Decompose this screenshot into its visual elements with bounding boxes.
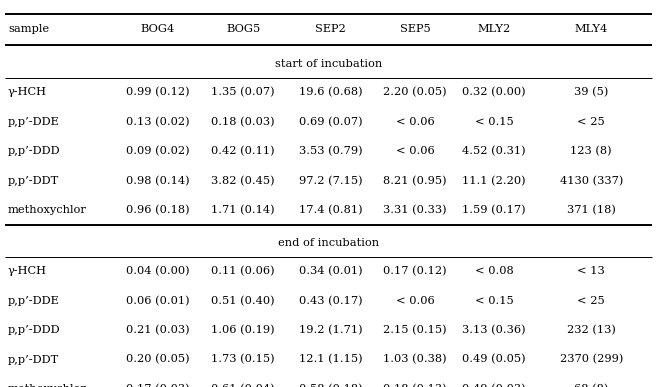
Text: 0.49 (0.05): 0.49 (0.05): [463, 354, 526, 365]
Text: 0.04 (0.00): 0.04 (0.00): [126, 266, 189, 276]
Text: 1.71 (0.14): 1.71 (0.14): [212, 205, 275, 215]
Text: BOG5: BOG5: [226, 24, 260, 34]
Text: 0.17 (0.03): 0.17 (0.03): [126, 384, 189, 387]
Text: 4.52 (0.31): 4.52 (0.31): [463, 146, 526, 156]
Text: 0.13 (0.02): 0.13 (0.02): [126, 117, 189, 127]
Text: < 0.08: < 0.08: [475, 266, 513, 276]
Text: end of incubation: end of incubation: [278, 238, 379, 248]
Text: 0.20 (0.05): 0.20 (0.05): [126, 354, 189, 365]
Text: 19.6 (0.68): 19.6 (0.68): [299, 87, 363, 98]
Text: 0.49 (0.03): 0.49 (0.03): [463, 384, 526, 387]
Text: 0.51 (0.40): 0.51 (0.40): [212, 296, 275, 306]
Text: 3.13 (0.36): 3.13 (0.36): [463, 325, 526, 335]
Text: 19.2 (1.71): 19.2 (1.71): [299, 325, 363, 335]
Text: 3.31 (0.33): 3.31 (0.33): [384, 205, 447, 215]
Text: < 13: < 13: [578, 266, 605, 276]
Text: 1.35 (0.07): 1.35 (0.07): [212, 87, 275, 98]
Text: γ-HCH: γ-HCH: [8, 266, 47, 276]
Text: p,p’-DDT: p,p’-DDT: [8, 176, 59, 186]
Text: 123 (8): 123 (8): [570, 146, 612, 156]
Text: 0.32 (0.00): 0.32 (0.00): [463, 87, 526, 98]
Text: < 25: < 25: [578, 117, 605, 127]
Text: p,p’-DDE: p,p’-DDE: [8, 117, 60, 127]
Text: < 0.06: < 0.06: [396, 296, 434, 306]
Text: < 25: < 25: [578, 296, 605, 306]
Text: 8.21 (0.95): 8.21 (0.95): [384, 176, 447, 186]
Text: 0.11 (0.06): 0.11 (0.06): [212, 266, 275, 276]
Text: 0.34 (0.01): 0.34 (0.01): [299, 266, 363, 276]
Text: methoxychlor: methoxychlor: [8, 384, 87, 387]
Text: 39 (5): 39 (5): [574, 87, 608, 98]
Text: p,p’-DDE: p,p’-DDE: [8, 296, 60, 306]
Text: p,p’-DDD: p,p’-DDD: [8, 146, 60, 156]
Text: 1.59 (0.17): 1.59 (0.17): [463, 205, 526, 215]
Text: 0.06 (0.01): 0.06 (0.01): [126, 296, 189, 306]
Text: 12.1 (1.15): 12.1 (1.15): [299, 354, 363, 365]
Text: 0.18 (0.13): 0.18 (0.13): [384, 384, 447, 387]
Text: SEP5: SEP5: [400, 24, 430, 34]
Text: < 0.06: < 0.06: [396, 146, 434, 156]
Text: 2.20 (0.05): 2.20 (0.05): [384, 87, 447, 98]
Text: 17.4 (0.81): 17.4 (0.81): [299, 205, 363, 215]
Text: 0.17 (0.12): 0.17 (0.12): [384, 266, 447, 276]
Text: 0.69 (0.07): 0.69 (0.07): [299, 117, 363, 127]
Text: 0.21 (0.03): 0.21 (0.03): [126, 325, 189, 335]
Text: p,p’-DDD: p,p’-DDD: [8, 325, 60, 335]
Text: 0.96 (0.18): 0.96 (0.18): [126, 205, 189, 215]
Text: < 0.15: < 0.15: [475, 117, 513, 127]
Text: 3.82 (0.45): 3.82 (0.45): [212, 176, 275, 186]
Text: 97.2 (7.15): 97.2 (7.15): [299, 176, 363, 186]
Text: 11.1 (2.20): 11.1 (2.20): [463, 176, 526, 186]
Text: 1.73 (0.15): 1.73 (0.15): [212, 354, 275, 365]
Text: 0.43 (0.17): 0.43 (0.17): [299, 296, 363, 306]
Text: BOG4: BOG4: [141, 24, 175, 34]
Text: 1.06 (0.19): 1.06 (0.19): [212, 325, 275, 335]
Text: 3.53 (0.79): 3.53 (0.79): [299, 146, 363, 156]
Text: start of incubation: start of incubation: [275, 59, 382, 69]
Text: 0.58 (0.18): 0.58 (0.18): [299, 384, 363, 387]
Text: 4130 (337): 4130 (337): [560, 176, 623, 186]
Text: 2370 (299): 2370 (299): [560, 354, 623, 365]
Text: 0.18 (0.03): 0.18 (0.03): [212, 117, 275, 127]
Text: < 0.15: < 0.15: [475, 296, 513, 306]
Text: sample: sample: [8, 24, 49, 34]
Text: 0.09 (0.02): 0.09 (0.02): [126, 146, 189, 156]
Text: γ-HCH: γ-HCH: [8, 87, 47, 98]
Text: 0.42 (0.11): 0.42 (0.11): [212, 146, 275, 156]
Text: SEP2: SEP2: [315, 24, 346, 34]
Text: < 0.06: < 0.06: [396, 117, 434, 127]
Text: 371 (18): 371 (18): [567, 205, 616, 215]
Text: MLY2: MLY2: [478, 24, 510, 34]
Text: 68 (8): 68 (8): [574, 384, 608, 387]
Text: MLY4: MLY4: [575, 24, 608, 34]
Text: 232 (13): 232 (13): [567, 325, 616, 335]
Text: methoxychlor: methoxychlor: [8, 205, 87, 215]
Text: 0.61 (0.04): 0.61 (0.04): [212, 384, 275, 387]
Text: p,p’-DDT: p,p’-DDT: [8, 354, 59, 365]
Text: 2.15 (0.15): 2.15 (0.15): [384, 325, 447, 335]
Text: 0.99 (0.12): 0.99 (0.12): [126, 87, 189, 98]
Text: 0.98 (0.14): 0.98 (0.14): [126, 176, 189, 186]
Text: 1.03 (0.38): 1.03 (0.38): [384, 354, 447, 365]
